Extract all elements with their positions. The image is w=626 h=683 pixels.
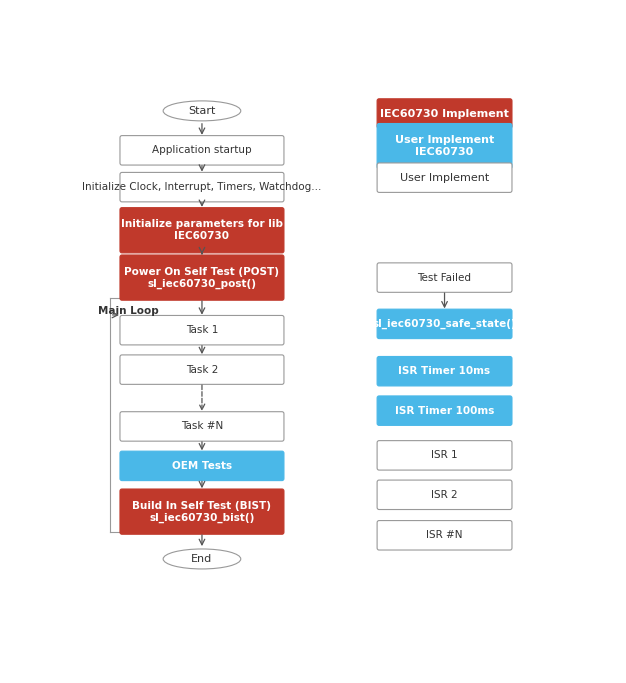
Ellipse shape [163, 549, 241, 569]
FancyBboxPatch shape [377, 124, 512, 169]
Text: Build In Self Test (BIST)
sl_iec60730_bist(): Build In Self Test (BIST) sl_iec60730_bi… [133, 501, 272, 522]
Text: ISR 1: ISR 1 [431, 450, 458, 460]
Text: Test Failed: Test Failed [418, 273, 471, 283]
Text: User Implement: User Implement [400, 173, 489, 182]
FancyBboxPatch shape [120, 316, 284, 345]
Text: IEC60730 Implement: IEC60730 Implement [380, 109, 509, 119]
Text: Initialize parameters for lib
IEC60730: Initialize parameters for lib IEC60730 [121, 219, 283, 241]
FancyBboxPatch shape [377, 163, 512, 193]
Text: ISR #N: ISR #N [426, 530, 463, 540]
Text: Start: Start [188, 106, 215, 116]
Text: sl_iec60730_safe_state(): sl_iec60730_safe_state() [372, 319, 516, 329]
Text: ISR Timer 100ms: ISR Timer 100ms [395, 406, 494, 416]
Text: Task #N: Task #N [181, 421, 223, 432]
FancyBboxPatch shape [120, 255, 284, 301]
Text: OEM Tests: OEM Tests [172, 461, 232, 471]
Text: User Implement
IEC60730: User Implement IEC60730 [395, 135, 494, 157]
FancyBboxPatch shape [377, 480, 512, 510]
FancyBboxPatch shape [377, 99, 512, 128]
FancyBboxPatch shape [377, 520, 512, 550]
Text: Main Loop: Main Loop [98, 306, 158, 316]
FancyBboxPatch shape [377, 357, 512, 386]
FancyBboxPatch shape [377, 441, 512, 470]
FancyBboxPatch shape [120, 136, 284, 165]
FancyBboxPatch shape [120, 208, 284, 253]
FancyBboxPatch shape [120, 355, 284, 385]
FancyBboxPatch shape [377, 309, 512, 339]
FancyBboxPatch shape [120, 489, 284, 534]
Text: Initialize Clock, Interrupt, Timers, Watchdog...: Initialize Clock, Interrupt, Timers, Wat… [82, 182, 322, 192]
Text: Task 2: Task 2 [186, 365, 218, 375]
Text: ISR 2: ISR 2 [431, 490, 458, 500]
Text: Task 1: Task 1 [186, 325, 218, 335]
Ellipse shape [163, 101, 241, 121]
FancyBboxPatch shape [377, 396, 512, 426]
FancyBboxPatch shape [120, 412, 284, 441]
Text: Application startup: Application startup [152, 145, 252, 155]
FancyBboxPatch shape [377, 263, 512, 292]
FancyBboxPatch shape [120, 451, 284, 481]
Text: ISR Timer 10ms: ISR Timer 10ms [399, 366, 491, 376]
FancyBboxPatch shape [120, 172, 284, 202]
Text: Power On Self Test (POST)
sl_iec60730_post(): Power On Self Test (POST) sl_iec60730_po… [125, 266, 279, 288]
Text: End: End [192, 554, 213, 564]
